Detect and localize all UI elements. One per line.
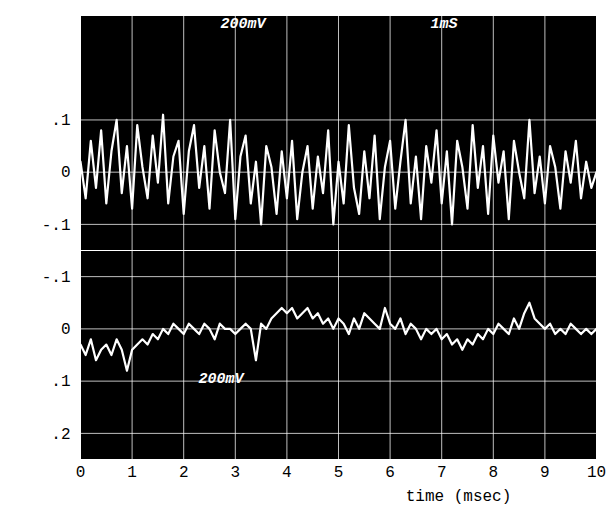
svg-text:2: 2	[179, 464, 189, 482]
svg-text:7: 7	[437, 464, 447, 482]
svg-text:0: 0	[76, 464, 86, 482]
svg-text:4: 4	[282, 464, 292, 482]
svg-text:.1: .1	[51, 112, 70, 130]
svg-text:1mS: 1mS	[431, 16, 458, 33]
svg-text:-.1: -.1	[42, 269, 71, 287]
svg-text:1: 1	[127, 464, 137, 482]
svg-text:6: 6	[385, 464, 395, 482]
svg-text:time (msec): time (msec)	[406, 488, 512, 506]
svg-text:0: 0	[61, 321, 71, 339]
svg-text:.2: .2	[51, 425, 70, 443]
svg-text:3: 3	[230, 464, 240, 482]
svg-text:200mV: 200mV	[221, 16, 268, 33]
svg-text:-.1: -.1	[42, 217, 71, 235]
svg-text:.1: .1	[51, 373, 70, 391]
svg-text:10: 10	[587, 464, 606, 482]
svg-text:200mV: 200mV	[199, 371, 246, 388]
svg-text:5: 5	[334, 464, 344, 482]
svg-text:0: 0	[61, 164, 71, 182]
svg-text:8: 8	[488, 464, 498, 482]
svg-text:9: 9	[540, 464, 550, 482]
